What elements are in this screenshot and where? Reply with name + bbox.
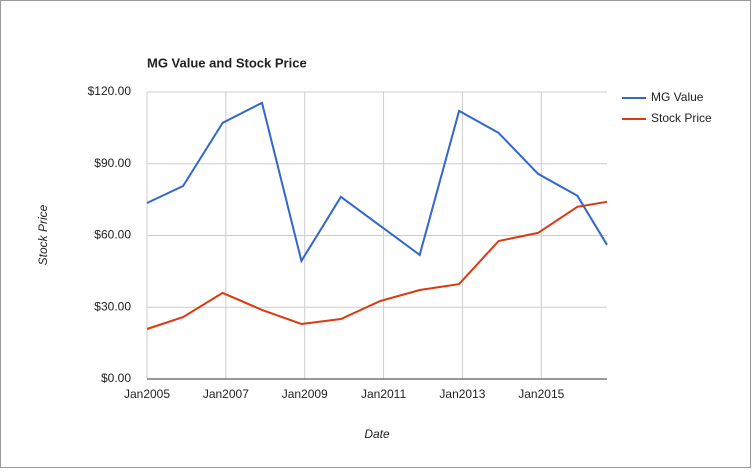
x-tick-label: Jan2007 [203,387,249,401]
y-axis-title: Stock Price [36,204,50,265]
chart-title: MG Value and Stock Price [147,55,307,70]
y-tick-label: $90.00 [94,156,131,170]
x-axis-title: Date [364,427,390,441]
y-tick-label: $30.00 [94,299,131,313]
y-tick-label: $120.00 [88,84,132,98]
x-tick-label: Jan2011 [361,387,406,401]
series-line [146,200,608,330]
y-tick-label: $0.00 [101,371,131,385]
legend-label: MG Value [651,90,704,104]
x-tick-label: Jan2015 [518,387,564,401]
legend-label: Stock Price [651,111,712,125]
series-line [146,101,608,264]
x-tick-label: Jan2005 [124,387,170,401]
x-tick-label: Jan2009 [282,387,328,401]
x-tick-label: Jan2013 [439,387,485,401]
y-tick-label: $60.00 [94,228,131,242]
